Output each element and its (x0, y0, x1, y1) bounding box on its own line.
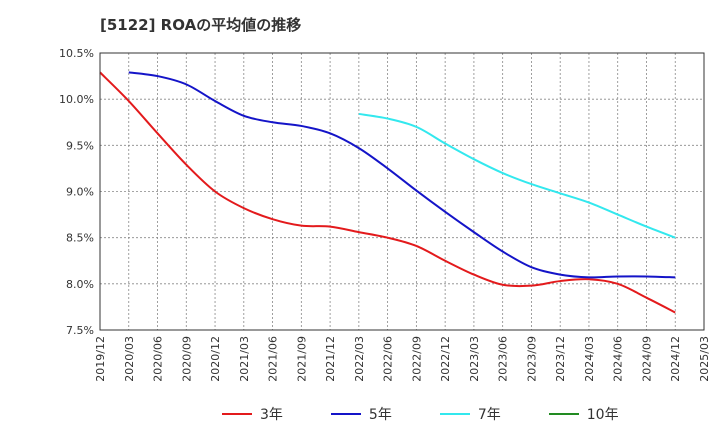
x-tick-label: 2021/09 (295, 336, 308, 382)
y-tick-label: 9.5% (66, 139, 94, 152)
series-lines (99, 71, 676, 314)
x-tick-label: 2021/03 (238, 336, 251, 382)
legend-swatch (330, 413, 361, 415)
legend-label: 7年 (477, 407, 501, 423)
legend-swatch (222, 413, 252, 415)
x-tick-label: 2020/09 (180, 336, 193, 382)
x-tick-label: 2024/12 (669, 336, 682, 382)
x-tick-label: 2023/12 (554, 336, 567, 382)
legend-item-0: 3年 (222, 404, 283, 424)
x-tick-label: 2025/03 (698, 336, 711, 382)
legend-item-3: 10年 (548, 404, 619, 424)
series-line-1 (128, 71, 676, 279)
y-tick-label: 9.0% (66, 186, 94, 199)
x-axis-ticks: 2019/12 2020/03 2020/06 2020/09 2020/12 2021/… (94, 336, 711, 382)
series-line-2 (358, 112, 676, 239)
x-tick-label: 2022/09 (410, 336, 423, 382)
x-tick-label: 2024/03 (583, 336, 596, 382)
x-tick-label: 2020/03 (123, 336, 136, 382)
legend-label: 10年 (586, 407, 619, 423)
x-tick-label: 2023/06 (497, 336, 510, 382)
x-tick-label: 2020/12 (209, 336, 222, 382)
y-tick-label: 10.0% (59, 93, 94, 106)
line-chart: 7.5%8.0%8.5%9.0%9.5%10.0%10.5% 2019/12 20… (59, 47, 711, 382)
x-tick-label: 2021/06 (267, 336, 280, 382)
x-tick-label: 2023/03 (468, 336, 481, 382)
x-tick-label: 2022/06 (382, 336, 395, 382)
legend: 3年 5年 7年 10年 (222, 404, 667, 424)
legend-item-1: 5年 (330, 404, 392, 424)
x-tick-label: 2024/09 (640, 336, 653, 382)
x-tick-label: 2022/12 (439, 336, 452, 382)
grid-lines (100, 52, 704, 331)
legend-swatch (548, 413, 579, 415)
x-tick-label: 2020/06 (152, 336, 165, 382)
legend-label: 5年 (368, 407, 392, 423)
series-line-0 (99, 71, 676, 314)
chart-title: [5122] ROAの平均値の推移 (100, 16, 302, 34)
y-tick-label: 8.5% (66, 232, 94, 245)
y-tick-label: 7.5% (66, 324, 94, 337)
legend-swatch (439, 413, 470, 415)
legend-item-2: 7年 (439, 404, 501, 424)
x-tick-label: 2021/12 (324, 336, 337, 382)
x-tick-label: 2019/12 (94, 336, 107, 382)
x-tick-label: 2023/09 (525, 336, 538, 382)
y-tick-label: 10.5% (59, 47, 94, 60)
x-tick-label: 2024/06 (612, 336, 625, 382)
x-tick-label: 2022/03 (353, 336, 366, 382)
legend-label: 3年 (260, 407, 283, 423)
y-axis-ticks: 7.5% 8.0% 8.5% 9.0% 9.5% 10.0% 10.5% (59, 47, 94, 337)
plot-frame (99, 52, 705, 331)
y-tick-label: 8.0% (66, 278, 94, 291)
